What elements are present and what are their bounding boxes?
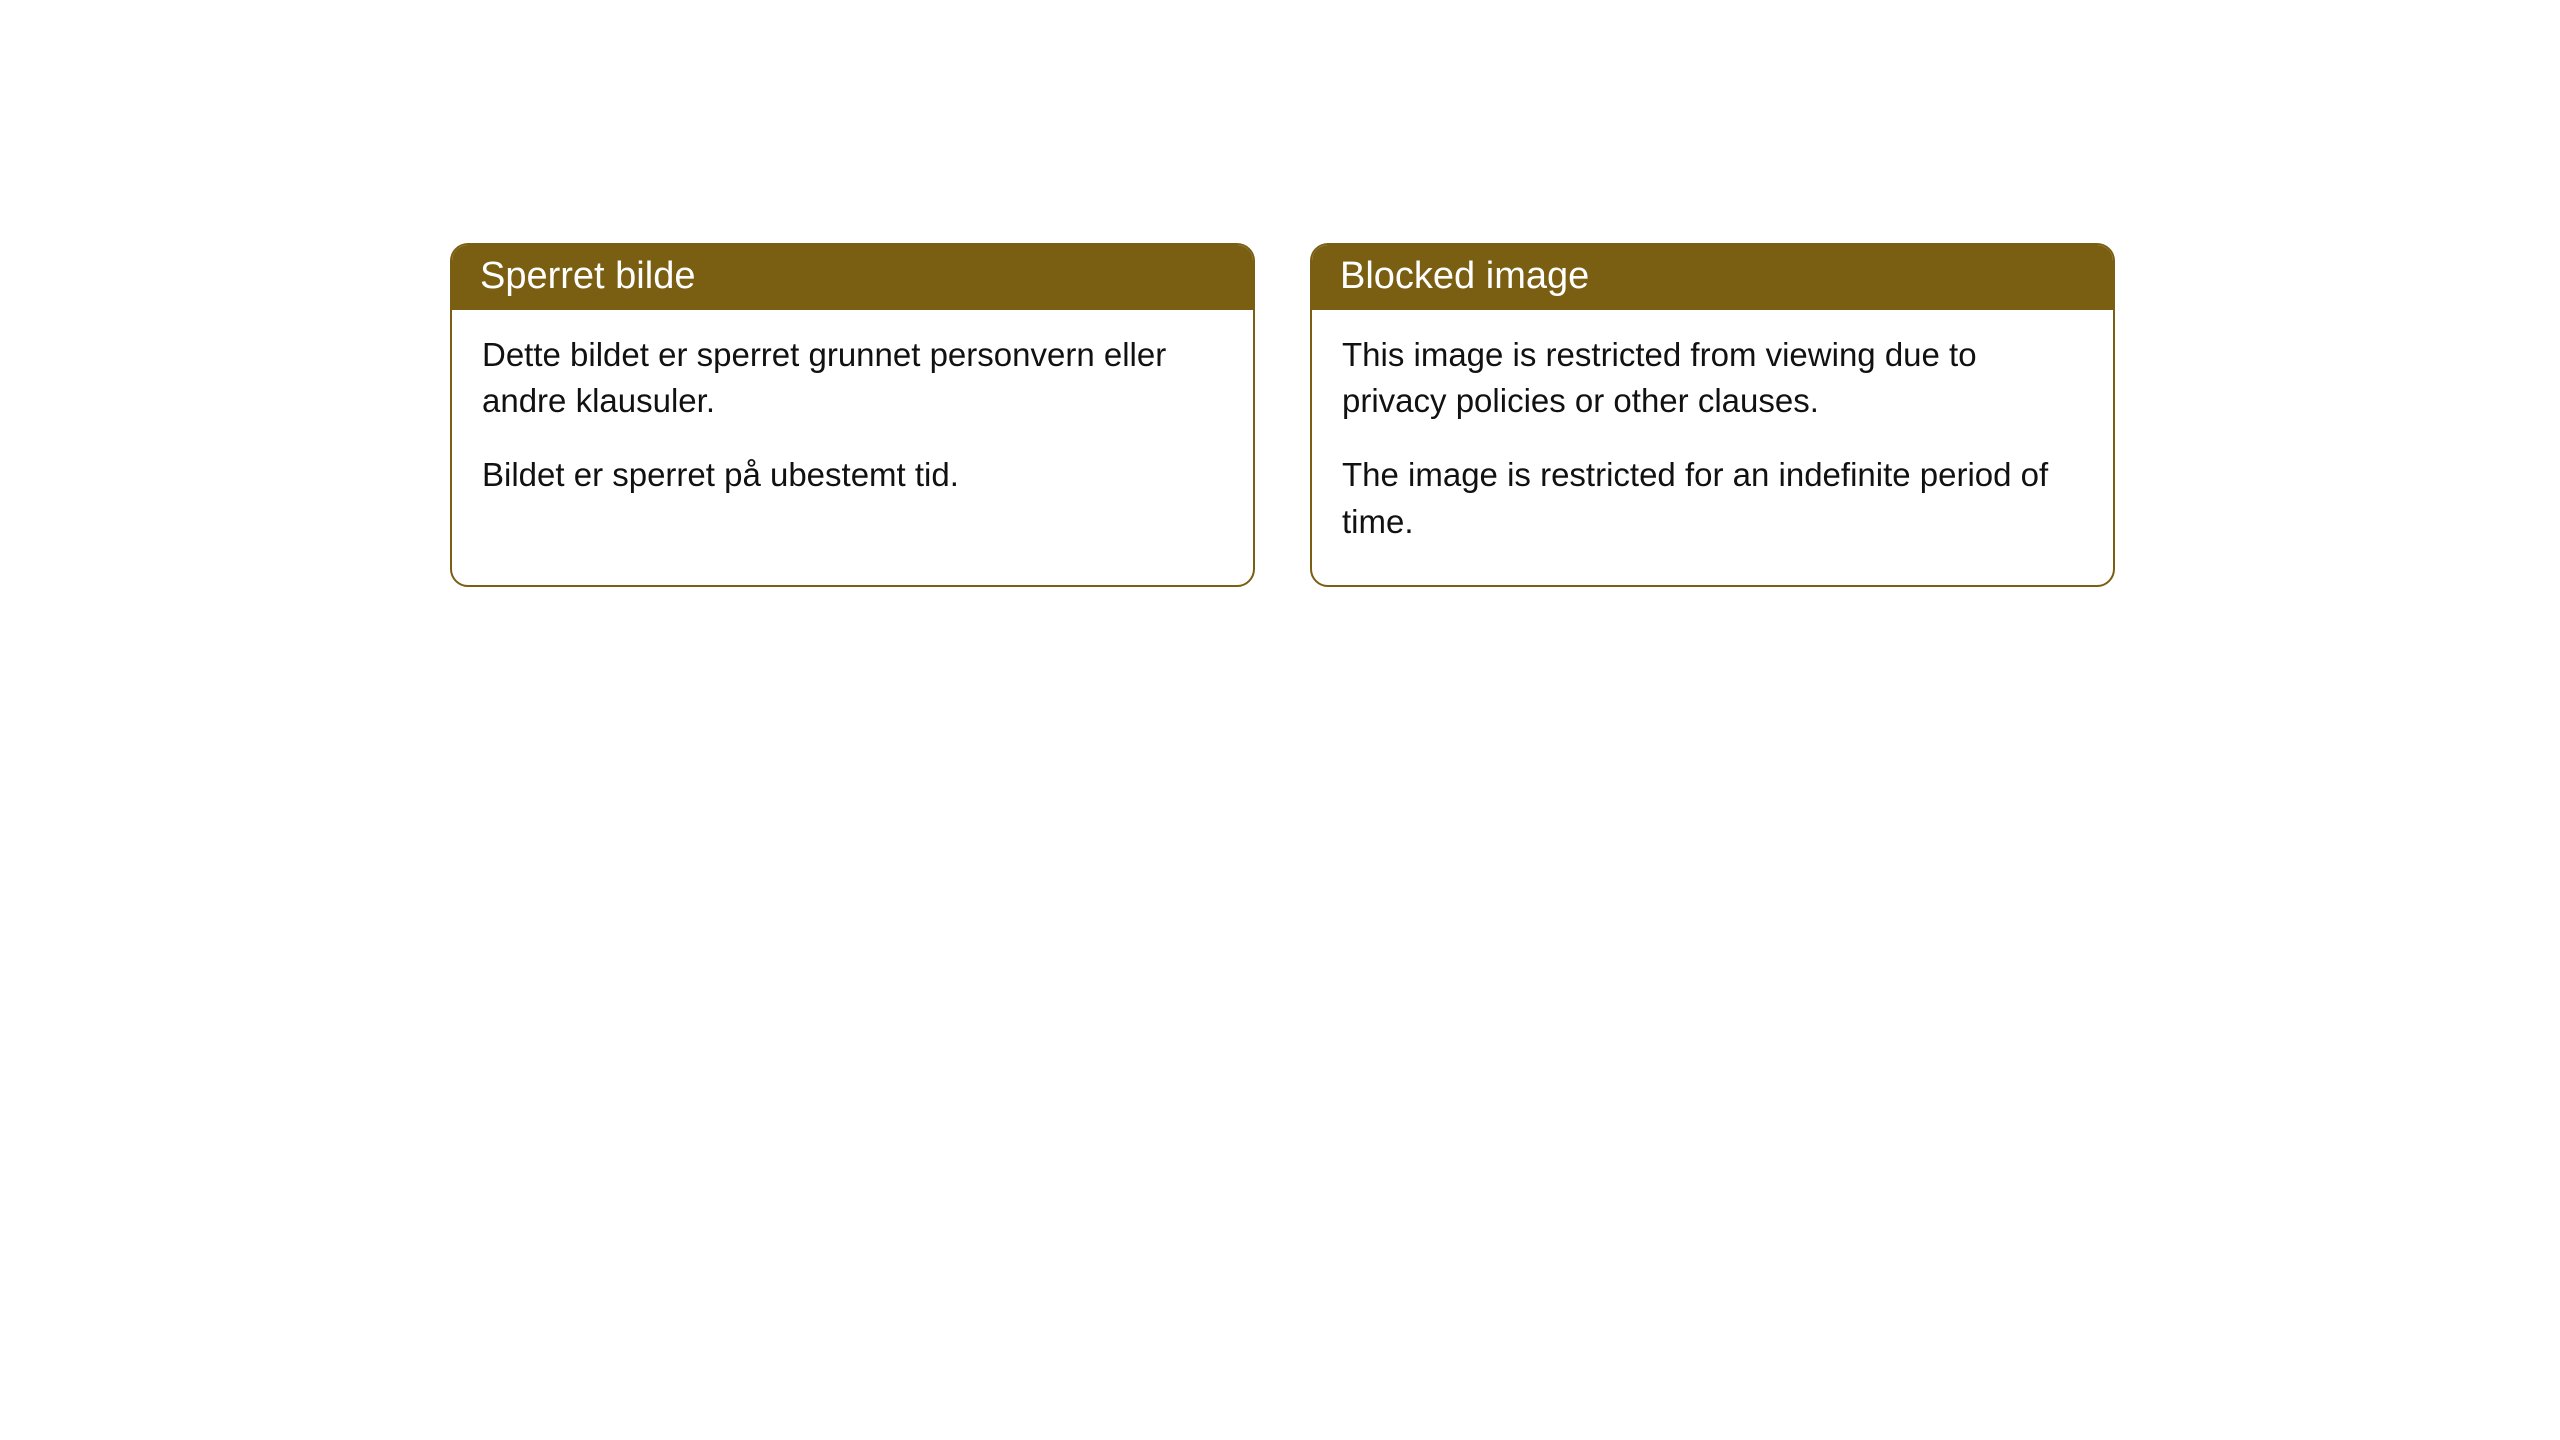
- card-header-norwegian: Sperret bilde: [452, 245, 1253, 310]
- card-para2-norwegian: Bildet er sperret på ubestemt tid.: [482, 452, 1223, 498]
- card-norwegian: Sperret bilde Dette bildet er sperret gr…: [450, 243, 1255, 587]
- card-para1-norwegian: Dette bildet er sperret grunnet personve…: [482, 332, 1223, 424]
- cards-container: Sperret bilde Dette bildet er sperret gr…: [450, 243, 2115, 587]
- card-body-norwegian: Dette bildet er sperret grunnet personve…: [452, 310, 1253, 539]
- card-para1-english: This image is restricted from viewing du…: [1342, 332, 2083, 424]
- card-header-english: Blocked image: [1312, 245, 2113, 310]
- card-para2-english: The image is restricted for an indefinit…: [1342, 452, 2083, 544]
- card-english: Blocked image This image is restricted f…: [1310, 243, 2115, 587]
- card-body-english: This image is restricted from viewing du…: [1312, 310, 2113, 585]
